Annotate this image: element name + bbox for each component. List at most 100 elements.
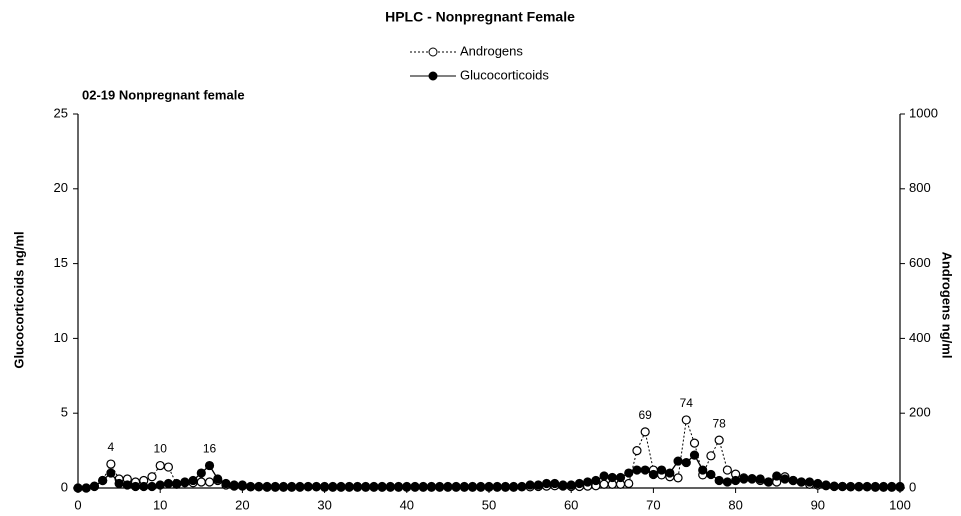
data-point	[476, 481, 486, 492]
y-tick-label: 5	[61, 405, 68, 420]
legend-marker	[428, 47, 438, 57]
data-point	[541, 478, 552, 489]
data-point	[130, 481, 141, 492]
y-axis-label: Glucocorticoids ng/ml	[11, 231, 26, 368]
data-point	[402, 481, 412, 492]
data-point	[106, 468, 116, 478]
data-point	[147, 472, 157, 482]
data-point	[377, 481, 387, 492]
data-point	[624, 478, 634, 489]
data-point	[459, 481, 469, 492]
legend-marker	[428, 71, 438, 81]
data-point	[698, 465, 708, 475]
peak-label: 10	[154, 442, 168, 456]
data-point	[689, 450, 700, 460]
data-point	[114, 478, 124, 489]
data-point	[583, 477, 593, 487]
y-tick-label: 25	[54, 105, 68, 120]
x-tick-label: 30	[317, 497, 331, 512]
data-point	[730, 475, 741, 486]
data-point	[714, 435, 724, 445]
data-point	[196, 477, 206, 487]
y-tick-label: 0	[61, 479, 68, 494]
data-point	[303, 481, 313, 492]
data-point	[599, 471, 609, 481]
data-point	[747, 474, 757, 484]
y-tick-label: 10	[54, 330, 68, 345]
data-point	[155, 460, 165, 471]
data-point	[484, 481, 494, 492]
data-point	[525, 480, 535, 490]
x-tick-label: 40	[400, 497, 414, 512]
data-point	[657, 465, 667, 475]
data-point	[311, 481, 321, 492]
data-point	[665, 468, 675, 478]
data-point	[673, 456, 683, 466]
y2-tick-label: 600	[909, 255, 931, 270]
y-tick-label: 20	[54, 180, 68, 195]
data-point	[509, 481, 519, 492]
data-point	[81, 483, 91, 493]
data-point	[237, 480, 247, 490]
data-point	[607, 472, 617, 483]
data-point	[443, 481, 453, 492]
x-tick-label: 60	[564, 497, 578, 512]
data-point	[566, 480, 576, 490]
data-point	[722, 477, 732, 487]
data-point	[591, 475, 601, 486]
data-point	[163, 462, 174, 472]
data-point	[98, 475, 108, 486]
data-point	[673, 473, 683, 483]
data-point	[188, 475, 198, 486]
peak-label: 78	[712, 416, 726, 430]
y2-tick-label: 800	[909, 180, 931, 195]
data-point	[229, 480, 239, 490]
data-point	[467, 481, 478, 492]
data-point	[681, 457, 691, 468]
data-point	[278, 481, 289, 492]
data-point	[369, 481, 379, 492]
data-point	[344, 481, 354, 492]
data-point	[451, 481, 461, 492]
data-point	[550, 478, 560, 489]
data-point	[558, 480, 568, 490]
data-point	[763, 477, 774, 487]
data-point	[681, 415, 691, 425]
peak-label: 4	[108, 440, 115, 454]
data-point	[204, 477, 215, 487]
data-point	[517, 481, 527, 492]
data-point	[492, 481, 502, 492]
data-point	[788, 475, 798, 486]
x-tick-label: 100	[889, 497, 911, 512]
data-point	[426, 481, 437, 492]
x-tick-label: 50	[482, 497, 496, 512]
data-point	[615, 472, 626, 483]
data-point	[804, 477, 815, 487]
data-point	[361, 481, 371, 492]
x-tick-label: 0	[74, 497, 81, 512]
data-point	[739, 474, 749, 484]
peak-label: 16	[203, 442, 217, 456]
data-point	[180, 477, 190, 487]
data-point	[706, 451, 716, 461]
data-point	[147, 481, 157, 492]
data-point	[221, 478, 231, 489]
data-point	[648, 469, 659, 480]
data-point	[772, 471, 782, 481]
x-tick-label: 90	[811, 497, 825, 512]
y2-tick-label: 1000	[909, 105, 938, 120]
data-point	[632, 446, 642, 456]
data-point	[813, 478, 823, 489]
y2-tick-label: 400	[909, 330, 931, 345]
y2-tick-label: 200	[909, 405, 931, 420]
data-point	[640, 465, 650, 475]
data-point	[435, 481, 445, 492]
x-tick-label: 70	[646, 497, 660, 512]
data-point	[870, 481, 880, 492]
data-point	[393, 481, 404, 492]
legend-label: Androgens	[460, 43, 523, 58]
data-point	[196, 468, 206, 478]
x-tick-label: 80	[728, 497, 742, 512]
data-point	[89, 481, 100, 492]
data-point	[837, 481, 848, 492]
